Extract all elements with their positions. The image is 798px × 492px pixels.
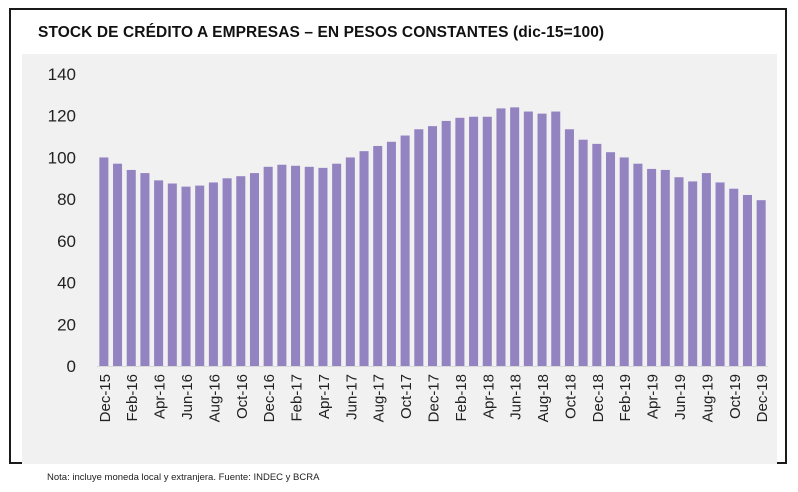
bar-Dec-17 [427, 126, 438, 366]
bar-Jun-18 [510, 107, 520, 367]
x-tick-label: Jun-16 [179, 374, 196, 420]
bar-Mar-17 [304, 166, 314, 366]
x-tick-label: Feb-16 [124, 374, 141, 422]
y-tick-label: 0 [67, 357, 76, 376]
x-tick-label: Jun-18 [508, 374, 525, 420]
x-tick-label: Aug-17 [371, 374, 388, 422]
x-tick-label: Oct-16 [234, 374, 251, 419]
bar-Apr-17 [318, 167, 328, 366]
bar-Oct-17 [400, 135, 410, 366]
y-tick-label: 40 [57, 274, 76, 293]
bar-Nov-19 [742, 194, 752, 366]
bar-Jul-17 [359, 151, 369, 366]
bar-Jun-19 [674, 177, 684, 366]
y-tick-label: 100 [48, 148, 76, 167]
bars [99, 107, 766, 367]
bar-Jan-16 [113, 163, 123, 366]
bar-Dec-16 [263, 166, 273, 366]
x-tick-label: Dec-15 [97, 374, 114, 422]
x-tick-label: Apr-16 [152, 374, 169, 419]
bar-Aug-19 [701, 173, 711, 366]
bar-Sep-17 [386, 141, 396, 366]
bar-Jan-17 [277, 164, 287, 366]
bar-Feb-17 [291, 165, 301, 366]
bar-Feb-18 [455, 117, 465, 366]
y-tick-label: 20 [57, 315, 76, 334]
bar-Nov-18 [578, 139, 588, 366]
x-tick-label: Dec-18 [590, 374, 607, 422]
x-tick-label: Feb-19 [617, 374, 634, 422]
bar-Aug-18 [537, 113, 547, 366]
x-tick-label: Apr-17 [316, 374, 333, 419]
x-tick-label: Apr-19 [645, 374, 662, 419]
bar-May-17 [332, 163, 342, 366]
x-tick-label: Jun-19 [672, 374, 689, 420]
bar-Aug-17 [373, 145, 383, 366]
footnote: Nota: incluye moneda local y extranjera.… [47, 472, 320, 483]
bar-Sep-18 [551, 111, 561, 366]
y-tick-label: 60 [57, 232, 76, 251]
bar-Oct-18 [564, 129, 574, 366]
bar-Jul-16 [195, 185, 205, 366]
x-tick-label: Oct-18 [562, 374, 579, 419]
bar-Oct-16 [236, 176, 246, 366]
bar-Mar-16 [140, 173, 150, 366]
bar-Mar-19 [633, 163, 643, 366]
x-tick-label: Aug-19 [699, 374, 716, 422]
x-tick-label: Feb-18 [453, 374, 470, 422]
bar-chart: 0 20 40 60 80 100 120 140 Dec-15 Feb-16 Apr-16 Jun… [48, 65, 772, 422]
bar-Aug-16 [208, 182, 218, 366]
bar-Dec-18 [592, 143, 602, 366]
x-tick-label: Oct-19 [727, 374, 744, 419]
bar-Sep-16 [222, 178, 232, 366]
bar-Jul-19 [688, 181, 698, 366]
bar-Apr-16 [154, 180, 164, 366]
bar-Dec-19 [756, 200, 766, 366]
x-tick-label: Dec-19 [754, 374, 771, 422]
bar-May-16 [167, 183, 177, 366]
bar-Nov-16 [249, 173, 259, 366]
x-tick-label: Jun-17 [343, 374, 360, 420]
bar-Jan-18 [441, 120, 451, 367]
bar-Feb-19 [619, 157, 629, 366]
x-tick-label: Dec-17 [426, 374, 443, 422]
bar-Jul-18 [523, 111, 533, 366]
bar-Mar-18 [469, 116, 479, 366]
x-tick-label: Feb-17 [289, 374, 306, 422]
x-tick-label: Apr-18 [480, 374, 497, 419]
x-tick-label: Oct-17 [398, 374, 415, 419]
chart-title: STOCK DE CRÉDITO A EMPRESAS – EN PESOS C… [38, 24, 605, 41]
bar-Apr-18 [482, 116, 492, 366]
x-tick-label: Aug-18 [535, 374, 552, 422]
y-tick-label: 80 [57, 190, 76, 209]
bar-Dec-15 [99, 157, 109, 366]
x-tick-label: Dec-16 [261, 374, 278, 422]
y-tick-label: 140 [48, 65, 76, 84]
x-axis: Dec-15 Feb-16 Apr-16 Jun-16 Aug-16 Oct-16 Dec-… [97, 374, 771, 422]
bar-Jun-16 [181, 186, 191, 366]
bar-Apr-19 [647, 168, 657, 366]
y-tick-label: 120 [48, 107, 76, 126]
bar-May-18 [496, 108, 506, 366]
y-axis: 0 20 40 60 80 100 120 140 [48, 65, 76, 376]
bar-Jan-19 [606, 152, 616, 366]
bar-Jun-17 [345, 157, 355, 366]
bar-Sep-19 [715, 182, 725, 366]
x-tick-label: Aug-16 [206, 374, 223, 422]
bar-Nov-17 [414, 129, 424, 366]
bar-Oct-19 [729, 188, 739, 366]
bar-May-19 [660, 169, 670, 366]
bar-Feb-16 [126, 169, 136, 366]
